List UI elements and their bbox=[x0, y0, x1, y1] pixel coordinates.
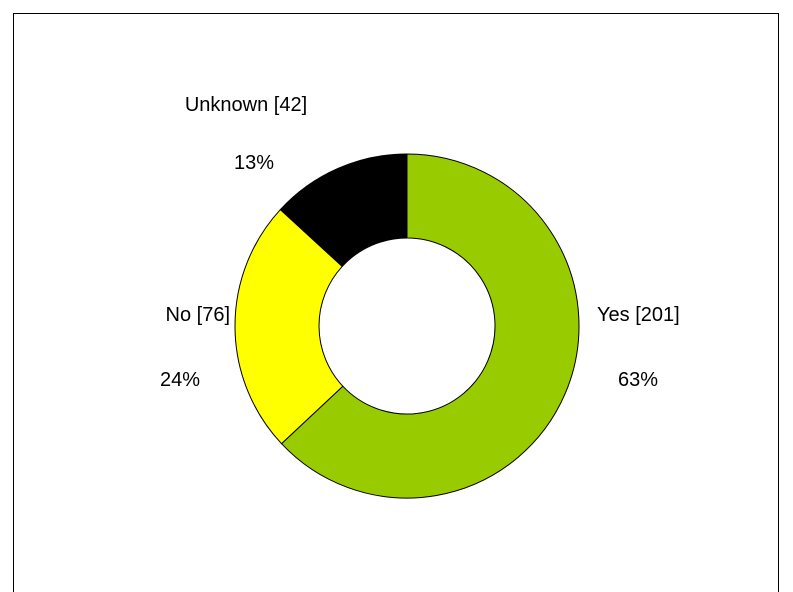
donut-slice-no bbox=[234, 208, 344, 445]
slice-percent-unknown: 13% bbox=[234, 152, 274, 174]
slice-percent-no: 24% bbox=[160, 369, 200, 391]
slice-category-no: No bbox=[166, 304, 192, 326]
slice-label-yes: Yes [201] bbox=[597, 304, 680, 326]
slice-label-unknown: Unknown [42] bbox=[185, 94, 307, 116]
slice-labels: Yes [201] 63% No [76] 24% Unknown [42] 1… bbox=[160, 94, 680, 391]
slice-label-no: No [76] bbox=[166, 304, 231, 326]
donut-slices bbox=[234, 153, 580, 499]
slice-count-no: [76] bbox=[197, 304, 230, 326]
slice-category-yes: Yes bbox=[597, 304, 630, 326]
donut-slice-unknown bbox=[279, 153, 408, 268]
donut-slice-yes bbox=[280, 153, 580, 499]
slice-count-unknown: [42] bbox=[274, 94, 307, 116]
slice-category-unknown: Unknown bbox=[185, 94, 268, 116]
slice-percent-yes: 63% bbox=[618, 369, 658, 391]
slice-count-yes: [201] bbox=[635, 304, 679, 326]
